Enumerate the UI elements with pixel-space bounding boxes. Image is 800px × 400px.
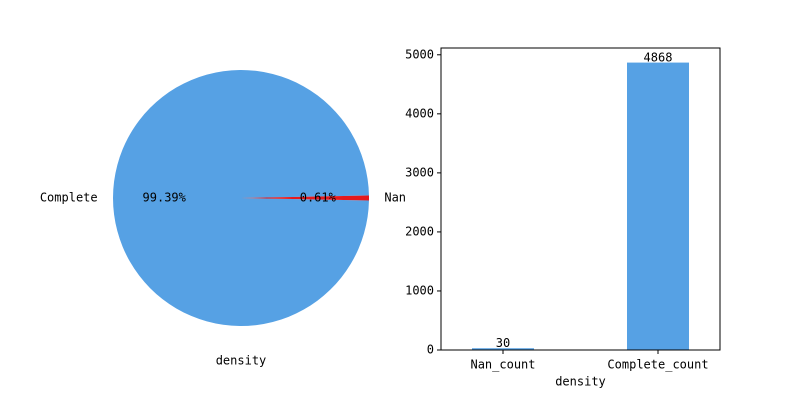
y-tick-label: 4000 (405, 106, 434, 120)
x-tick-label: Complete_count (607, 358, 708, 372)
bar-nan-count (472, 348, 534, 350)
pie-pct-complete: 99.39% (143, 191, 187, 205)
bar-xlabel: density (555, 375, 606, 389)
bar-value-label: 4868 (644, 51, 673, 65)
pie-label-complete: Complete (40, 191, 98, 205)
bar-complete-count (627, 62, 689, 351)
y-tick-label: 3000 (405, 165, 434, 179)
y-tick-label: 0 (427, 343, 434, 357)
pie-label-nan: Nan (384, 191, 406, 205)
pie-slice-nan (241, 195, 369, 201)
pie-slice-complete (113, 70, 369, 327)
x-tick-label: Nan_count (470, 358, 535, 372)
bar-value-label: 30 (496, 336, 510, 350)
pie-xlabel: density (216, 354, 267, 368)
y-tick-label: 1000 (405, 283, 434, 297)
y-tick-label: 2000 (405, 224, 434, 238)
pie-pct-nan: 0.61% (300, 191, 337, 205)
y-tick-label: 5000 (405, 47, 434, 61)
bar-axes-frame (440, 47, 721, 351)
